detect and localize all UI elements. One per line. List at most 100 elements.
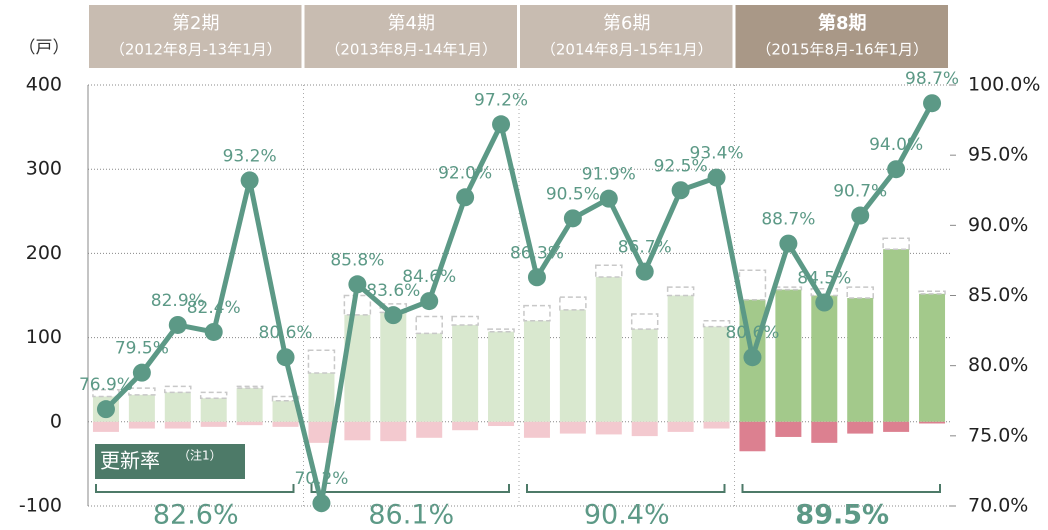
- rate-label: 82.4%: [187, 298, 241, 318]
- negative-bar: [200, 421, 227, 427]
- rate-marker: [599, 189, 618, 208]
- bar: [919, 293, 946, 422]
- period-range: （2014年8月-15年1月）: [541, 41, 713, 59]
- period-bracket: [526, 484, 726, 493]
- outline-segment: [882, 237, 910, 250]
- bar: [667, 295, 694, 422]
- rate-marker: [707, 168, 726, 187]
- outline-segment: [738, 269, 767, 301]
- bar: [847, 298, 874, 422]
- period-range: （2012年8月-13年1月）: [110, 41, 282, 59]
- outline-segment: [415, 315, 443, 335]
- y2-tick-label: 70.0%: [968, 495, 1028, 517]
- bar: [128, 394, 155, 422]
- bar: [523, 320, 550, 422]
- bar: [200, 398, 227, 422]
- bar: [775, 289, 802, 422]
- rate-label: 88.7%: [761, 210, 815, 230]
- rate-label: 82.9%: [151, 291, 205, 311]
- period-bracket: [310, 484, 510, 493]
- y2-tick-label: 75.0%: [968, 424, 1028, 446]
- y2-tick-label: 100.0%: [968, 74, 1040, 96]
- bar: [595, 276, 622, 422]
- bar: [703, 326, 730, 422]
- negative-bar: [703, 421, 730, 429]
- negative-bar: [128, 421, 155, 429]
- rate-label: 97.2%: [474, 90, 528, 110]
- rate-marker: [923, 94, 942, 113]
- rate-label: 83.6%: [366, 281, 420, 301]
- rate-marker: [132, 363, 151, 382]
- period-title: 第4期: [388, 13, 435, 34]
- outline-segment: [810, 288, 839, 297]
- bar: [811, 295, 838, 422]
- legend-label: 更新率: [100, 449, 160, 473]
- bar: [308, 372, 335, 422]
- rate-marker: [348, 275, 367, 294]
- y-unit: （戸）: [19, 38, 70, 58]
- period-average: 86.1%: [368, 500, 454, 530]
- period-bracket: [95, 484, 295, 493]
- rate-marker: [204, 322, 223, 341]
- period-average: 89.5%: [795, 500, 889, 530]
- negative-bar: [308, 421, 335, 443]
- negative-bar: [164, 421, 191, 429]
- legend-box: [95, 444, 245, 479]
- outline-segment: [128, 387, 156, 396]
- negative-bar: [559, 421, 586, 434]
- rate-marker: [384, 306, 403, 325]
- rate-label: 92.0%: [438, 163, 492, 183]
- outline-segment: [487, 328, 515, 333]
- negative-bar: [847, 421, 874, 434]
- rate-marker: [887, 160, 906, 179]
- bar: [272, 400, 299, 422]
- bar: [416, 333, 443, 422]
- outline-segment: [199, 391, 228, 399]
- negative-bar: [595, 421, 622, 435]
- outline-segment: [271, 395, 300, 402]
- bar: [883, 249, 910, 422]
- rate-label: 84.6%: [402, 267, 456, 287]
- bar: [631, 329, 658, 422]
- outline-segment: [235, 385, 264, 389]
- period-bracket: [741, 484, 941, 493]
- outline-segment: [164, 385, 192, 394]
- outline-segment: [379, 303, 408, 314]
- period-range: （2013年8月-14年1月）: [325, 41, 497, 59]
- y2-tick-label: 85.0%: [968, 284, 1028, 306]
- bar: [559, 309, 586, 422]
- outline-segment: [451, 315, 479, 326]
- bar: [236, 388, 263, 422]
- outline-segment: [666, 286, 695, 297]
- negative-bar: [272, 421, 299, 427]
- period-average: 82.6%: [153, 500, 239, 530]
- rate-marker: [815, 293, 834, 312]
- outline-segment: [630, 313, 659, 330]
- rate-label: 98.7%: [905, 69, 959, 89]
- rate-marker: [168, 315, 187, 334]
- period-header: [89, 5, 302, 68]
- negative-bar: [631, 421, 658, 437]
- rate-label: 90.7%: [833, 182, 887, 202]
- rate-label: 79.5%: [115, 339, 169, 359]
- negative-bar: [92, 421, 119, 432]
- negative-bar: [775, 421, 802, 437]
- rate-marker: [456, 188, 475, 207]
- outline-segment: [846, 286, 874, 299]
- y2-tick-label: 90.0%: [968, 214, 1028, 236]
- y-tick-label: 300: [26, 158, 62, 180]
- rate-label: 84.5%: [797, 269, 851, 289]
- period-title: 第6期: [603, 13, 650, 34]
- rate-label: 93.2%: [223, 146, 277, 166]
- period-title: 第2期: [172, 13, 219, 34]
- negative-bar: [739, 421, 766, 452]
- outline-segment: [918, 290, 946, 295]
- rate-label: 93.4%: [690, 144, 744, 164]
- y-tick-label: 200: [26, 242, 62, 264]
- period-header: [304, 5, 517, 68]
- rate-label: 85.8%: [330, 250, 384, 270]
- rate-label: 92.5%: [654, 156, 708, 176]
- bar: [452, 324, 479, 422]
- negative-bar: [488, 421, 515, 427]
